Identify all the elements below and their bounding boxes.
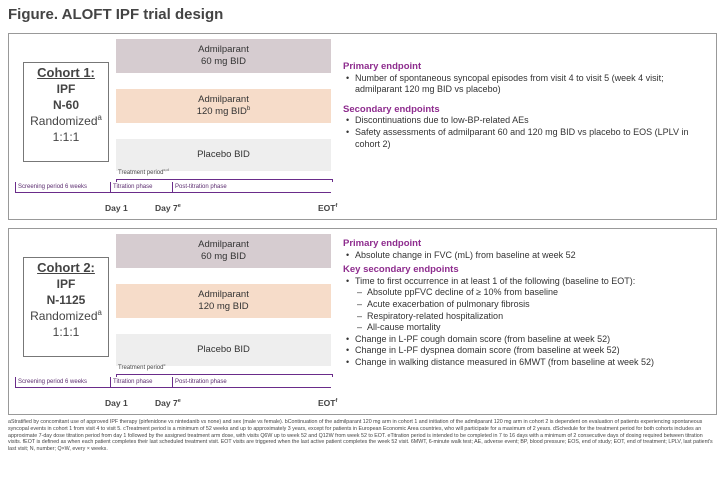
superscript: f: [335, 398, 338, 405]
cohort-disease: IPF: [56, 277, 76, 291]
arm-label: Placebo BID: [197, 149, 250, 160]
arm-drug: Admilparant: [198, 94, 249, 105]
eot: EOTf: [318, 398, 337, 408]
sub-bullet: Absolute ppFVC decline of ≥ 10% from bas…: [343, 287, 711, 299]
figure-title: Figure. ALOFT IPF trial design: [8, 6, 224, 23]
cohort-name: Cohort 1:: [37, 65, 95, 80]
arm-box: Admilparant 120 mg BIDb: [116, 89, 331, 123]
cohort-panel: Admilparant 60 mg BID Admilparant 120 mg BI…: [8, 228, 717, 415]
cohort-box: Cohort 1: IPF N-60 Randomizeda 1:1:1: [23, 62, 109, 162]
day1: Day 1: [105, 203, 128, 213]
bullet: Change in L-PF cough domain score (from …: [343, 334, 711, 346]
phase-label: Post-titration phase: [172, 377, 331, 387]
primary-heading: Primary endpoint: [343, 61, 422, 72]
phase-label: Post-titration phase: [172, 182, 331, 192]
treatment-bracket: [116, 374, 333, 377]
arm-box: Placebo BID: [116, 139, 331, 171]
day1: Day 1: [105, 398, 128, 408]
cohort-box: Cohort 2: IPF N-1125 Randomizeda 1:1:1: [23, 257, 109, 357]
superscript: a: [97, 308, 102, 317]
phase-label: Titration phase: [110, 377, 171, 387]
endpoints: Primary endpointNumber of spontaneous sy…: [343, 58, 711, 150]
arm-box: Admilparant 60 mg BID: [116, 39, 331, 73]
superscript: f: [335, 203, 338, 210]
day7-text: Day 7: [155, 398, 178, 408]
secondary-heading: Secondary endpoints: [343, 103, 440, 115]
phase-label: Screening period 6 weeks: [15, 377, 109, 387]
arm-drug: Admilparant: [198, 44, 249, 55]
bullet: Time to first occurrence in at least 1 o…: [343, 276, 711, 288]
secondary-heading: Key secondary endpoints: [343, 264, 459, 276]
superscript: e: [177, 398, 181, 405]
superscript: c: [163, 362, 166, 367]
day7: Day 7e: [155, 203, 181, 213]
arm-dose-text: 60 mg BID: [201, 56, 246, 67]
randomized-text: Randomized: [30, 114, 98, 128]
superscript: c,d: [163, 167, 169, 172]
bullet: Number of spontaneous syncopal episodes …: [343, 73, 711, 96]
eot-text: EOT: [318, 398, 336, 408]
treatment-bracket: [116, 179, 333, 182]
randomized: Randomizeda: [24, 308, 108, 324]
arm-drug: Admilparant: [198, 289, 249, 300]
randomized: Randomizeda: [24, 113, 108, 129]
bullet: Change in L-PF dyspnea domain score (fro…: [343, 345, 711, 357]
endpoints: Primary endpointAbsolute change in FVC (…: [343, 235, 711, 369]
arm-box: Admilparant 120 mg BID: [116, 284, 331, 318]
bullet: Safety assessments of admilparant 60 and…: [343, 127, 711, 150]
phase-label: Screening period 6 weeks: [15, 182, 109, 192]
arm-dose: 120 mg BID: [198, 301, 248, 313]
day7-text: Day 7: [155, 203, 178, 213]
phase-label: Titration phase: [110, 182, 171, 192]
superscript: e: [177, 203, 181, 210]
arm-dose-text: 120 mg BID: [196, 106, 247, 117]
ratio: 1:1:1: [52, 325, 80, 339]
day7: Day 7e: [155, 398, 181, 408]
superscript: b: [246, 104, 251, 112]
sub-bullet: Acute exacerbation of pulmonary fibrosis: [343, 299, 711, 311]
arm-box: Placebo BID: [116, 334, 331, 366]
arm-drug: Admilparant: [198, 239, 249, 250]
treatment-period-text: Treatment period: [118, 170, 164, 176]
arm-box: Admilparant 60 mg BID: [116, 234, 331, 268]
eot-text: EOT: [318, 203, 336, 213]
bullet: Discontinuations due to low-BP-related A…: [343, 115, 711, 127]
sub-bullet: All-cause mortality: [343, 322, 711, 334]
cohort-n: N-60: [52, 98, 79, 112]
treatment-period: Treatment periodc,d: [118, 167, 169, 176]
bullet: Absolute change in FVC (mL) from baselin…: [343, 250, 711, 262]
cohort-name: Cohort 2:: [37, 260, 95, 275]
treatment-period-text: Treatment period: [118, 365, 164, 371]
primary-heading: Primary endpoint: [343, 238, 422, 249]
cohort-disease: IPF: [56, 82, 76, 96]
footnote: aStratified by concomitant use of approv…: [8, 419, 713, 453]
cohort-n: N-1125: [46, 293, 86, 307]
arm-dose-text: 60 mg BID: [201, 251, 246, 262]
arm-dose: 120 mg BIDb: [196, 104, 251, 118]
randomized-text: Randomized: [30, 309, 98, 323]
cohort-panel: Admilparant 60 mg BID Admilparant 120 mg BI…: [8, 33, 717, 220]
ratio: 1:1:1: [52, 130, 80, 144]
arm-label: Placebo BID: [197, 344, 250, 355]
treatment-period: Treatment periodc: [118, 362, 166, 371]
phase-bar: [15, 387, 331, 388]
superscript: a: [97, 113, 102, 122]
arm-dose: 60 mg BID: [201, 56, 246, 68]
arm-dose-text: 120 mg BID: [198, 301, 249, 312]
phase-bar: [15, 192, 331, 193]
eot: EOTf: [318, 203, 337, 213]
arm-dose: 60 mg BID: [201, 251, 246, 263]
sub-bullet: Respiratory-related hospitalization: [343, 311, 711, 323]
bullet: Change in walking distance measured in 6…: [343, 357, 711, 369]
